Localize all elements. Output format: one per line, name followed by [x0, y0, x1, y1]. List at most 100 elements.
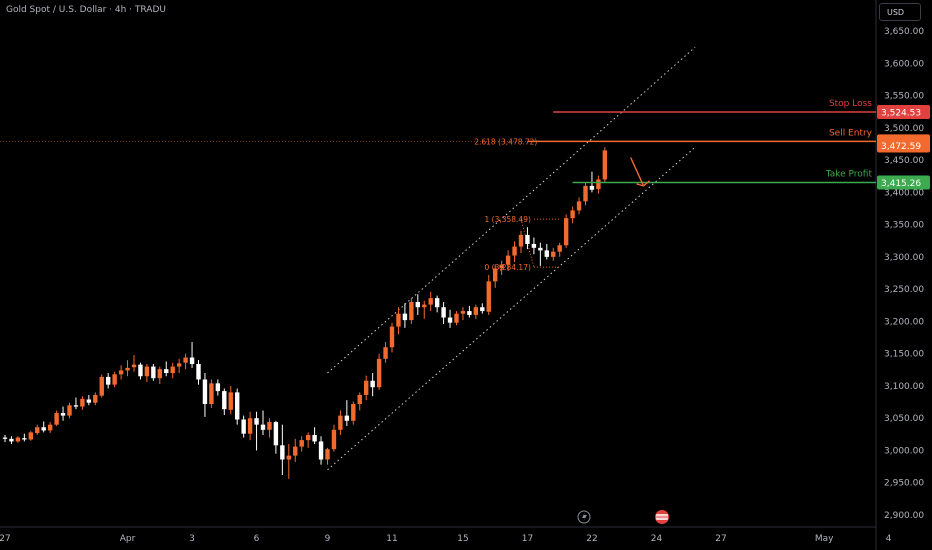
candle-body: [602, 150, 608, 180]
price-badge: [877, 138, 930, 153]
sell-entry-label: Sell Entry: [829, 128, 873, 138]
x-tick-label: 11: [386, 534, 397, 544]
x-tick-label: 27: [715, 534, 726, 544]
stop-loss-label: Stop Loss: [829, 99, 872, 109]
candle-body: [235, 392, 240, 420]
candle-body: [531, 243, 537, 248]
candle-body: [557, 245, 562, 252]
candle-body: [447, 317, 453, 323]
channel-upper-line: [327, 46, 696, 374]
candle-body: [389, 326, 395, 348]
candle-body: [570, 210, 575, 219]
y-tick-label: 3,450.00: [884, 156, 924, 166]
candle-body: [331, 429, 337, 450]
candle-body: [60, 413, 66, 416]
candle-body: [325, 449, 330, 460]
x-tick-label: 9: [325, 534, 331, 544]
candle-body: [434, 298, 440, 308]
candle-body: [357, 394, 362, 405]
y-tick-label: 3,200.00: [884, 317, 924, 327]
candle-body: [422, 304, 427, 308]
candle-body: [202, 379, 208, 405]
price-badge: [877, 175, 930, 190]
candle-body: [538, 247, 543, 251]
price-badge: [877, 104, 930, 119]
candle-body: [402, 313, 408, 321]
candle-body: [15, 437, 21, 442]
candle-body: [589, 185, 595, 190]
candle-body: [551, 251, 556, 257]
candle-body: [47, 424, 53, 431]
y-tick-label: 3,050.00: [884, 414, 924, 424]
candle-body: [563, 218, 569, 246]
candle-body: [157, 369, 162, 379]
candle-body: [22, 438, 27, 440]
candle-body: [209, 383, 214, 405]
x-tick-label: 3: [189, 534, 195, 544]
x-tick-label: Apr: [120, 534, 136, 544]
candle-body: [318, 441, 324, 460]
fib-level-label: 2.618 (3,478.72): [474, 138, 537, 147]
candle-body: [273, 422, 279, 446]
candle-body: [441, 307, 446, 318]
take-profit-label: Take Profit: [825, 169, 873, 179]
candle-body: [499, 264, 504, 269]
candle-body: [183, 357, 188, 363]
candle-body: [170, 366, 175, 374]
candle-body: [364, 380, 369, 395]
candle-body: [305, 434, 311, 441]
lightning-glyph: [582, 512, 587, 522]
candle-body: [293, 446, 298, 456]
y-tick-label: 3,600.00: [884, 59, 924, 69]
candle-body: [576, 201, 582, 211]
price-badge-label: 3,472.59: [881, 142, 921, 152]
x-tick-label: 4: [886, 534, 892, 544]
candle-body: [41, 427, 46, 431]
candle-body: [260, 424, 266, 430]
y-tick-label: 3,400.00: [884, 188, 924, 198]
candle-body: [138, 364, 143, 377]
candle-body: [415, 302, 420, 308]
candle-body: [473, 307, 479, 315]
candle-body: [267, 422, 272, 430]
x-tick-label: 22: [586, 534, 597, 544]
candle-body: [112, 374, 117, 385]
y-tick-label: 3,550.00: [884, 92, 924, 102]
candle-body: [73, 405, 79, 407]
x-tick-label: 24: [651, 534, 663, 544]
y-tick-label: 3,650.00: [884, 27, 924, 37]
candle-body: [9, 438, 14, 442]
price-badge-label: 3,524.53: [881, 108, 921, 118]
candle-body: [493, 268, 498, 282]
candle-body: [86, 399, 92, 403]
candle-body: [344, 415, 350, 421]
y-tick-label: 2,950.00: [884, 479, 924, 489]
candle-body: [428, 298, 433, 305]
candle-body: [525, 234, 530, 244]
candle-body: [312, 434, 317, 442]
channel-lower-line: [327, 146, 696, 471]
y-tick-label: 3,250.00: [884, 285, 924, 295]
candle-body: [28, 432, 33, 440]
candle-body: [454, 313, 459, 323]
y-tick-label: 3,100.00: [884, 382, 924, 392]
candle-body: [176, 363, 182, 367]
candle-body: [286, 455, 291, 460]
y-tick-label: 3,300.00: [884, 253, 924, 263]
candle-body: [189, 357, 195, 364]
candle-body: [131, 364, 137, 368]
candle-body: [409, 302, 414, 321]
candle-body: [383, 347, 388, 359]
candle-body: [370, 380, 375, 388]
sell-arrow-head: [636, 180, 650, 187]
candle-body: [544, 250, 549, 257]
candle-body: [376, 358, 382, 388]
candle-body: [247, 418, 253, 434]
y-tick-label: 3,000.00: [884, 446, 924, 456]
currency-button[interactable]: USD: [879, 3, 921, 21]
candle-body: [222, 391, 227, 410]
candle-body: [480, 307, 485, 312]
fib-level-label: 1 (3,358.49): [484, 215, 530, 224]
candle-body: [280, 445, 285, 460]
